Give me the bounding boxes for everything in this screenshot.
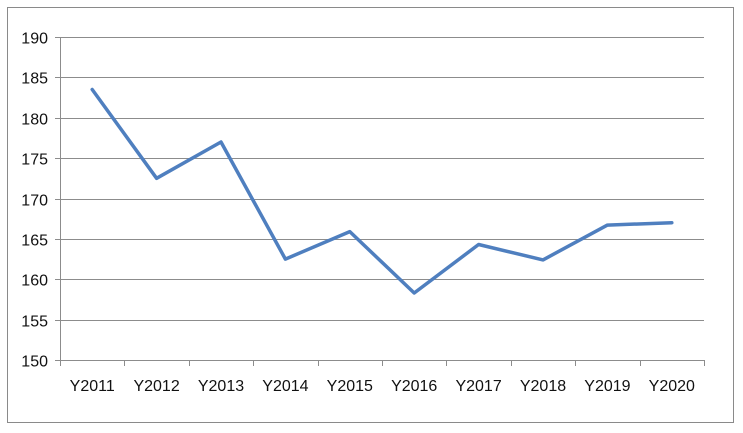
x-tick-label: Y2012 — [133, 378, 179, 395]
y-tick-label: 185 — [21, 71, 48, 88]
grid-lines — [60, 37, 704, 321]
series-line-0 — [90, 87, 674, 295]
x-tick-label: Y2015 — [327, 378, 373, 395]
x-tick-label: Y2011 — [70, 378, 115, 395]
x-tick-label: Y2020 — [649, 378, 695, 395]
x-tick-label: Y2014 — [262, 378, 308, 395]
x-tick-label: Y2013 — [198, 378, 244, 395]
x-tick-label: Y2016 — [391, 378, 437, 395]
y-tick-label: 180 — [21, 112, 48, 129]
y-tick-label: 155 — [21, 314, 48, 331]
y-tick-label: 160 — [21, 273, 48, 290]
y-tick-label: 190 — [21, 31, 48, 48]
y-axis-tick-labels: 150 155 160 165 170 175 180 185 190 — [21, 31, 48, 371]
x-tick-label: Y2017 — [455, 378, 501, 395]
y-tick-label: 165 — [21, 233, 48, 250]
series — [90, 87, 674, 295]
x-tick-label: Y2019 — [584, 378, 630, 395]
x-axis-tick-labels: Y2011 Y2012 Y2013 Y2014 Y2015 Y2016 Y2017 Y2018… — [70, 378, 695, 395]
axes — [55, 37, 705, 366]
y-tick-label: 150 — [21, 354, 48, 371]
chart-frame — [7, 7, 734, 423]
y-tick-label: 175 — [21, 152, 48, 169]
x-tick-label: Y2018 — [520, 378, 566, 395]
y-tick-label: 170 — [21, 193, 48, 210]
